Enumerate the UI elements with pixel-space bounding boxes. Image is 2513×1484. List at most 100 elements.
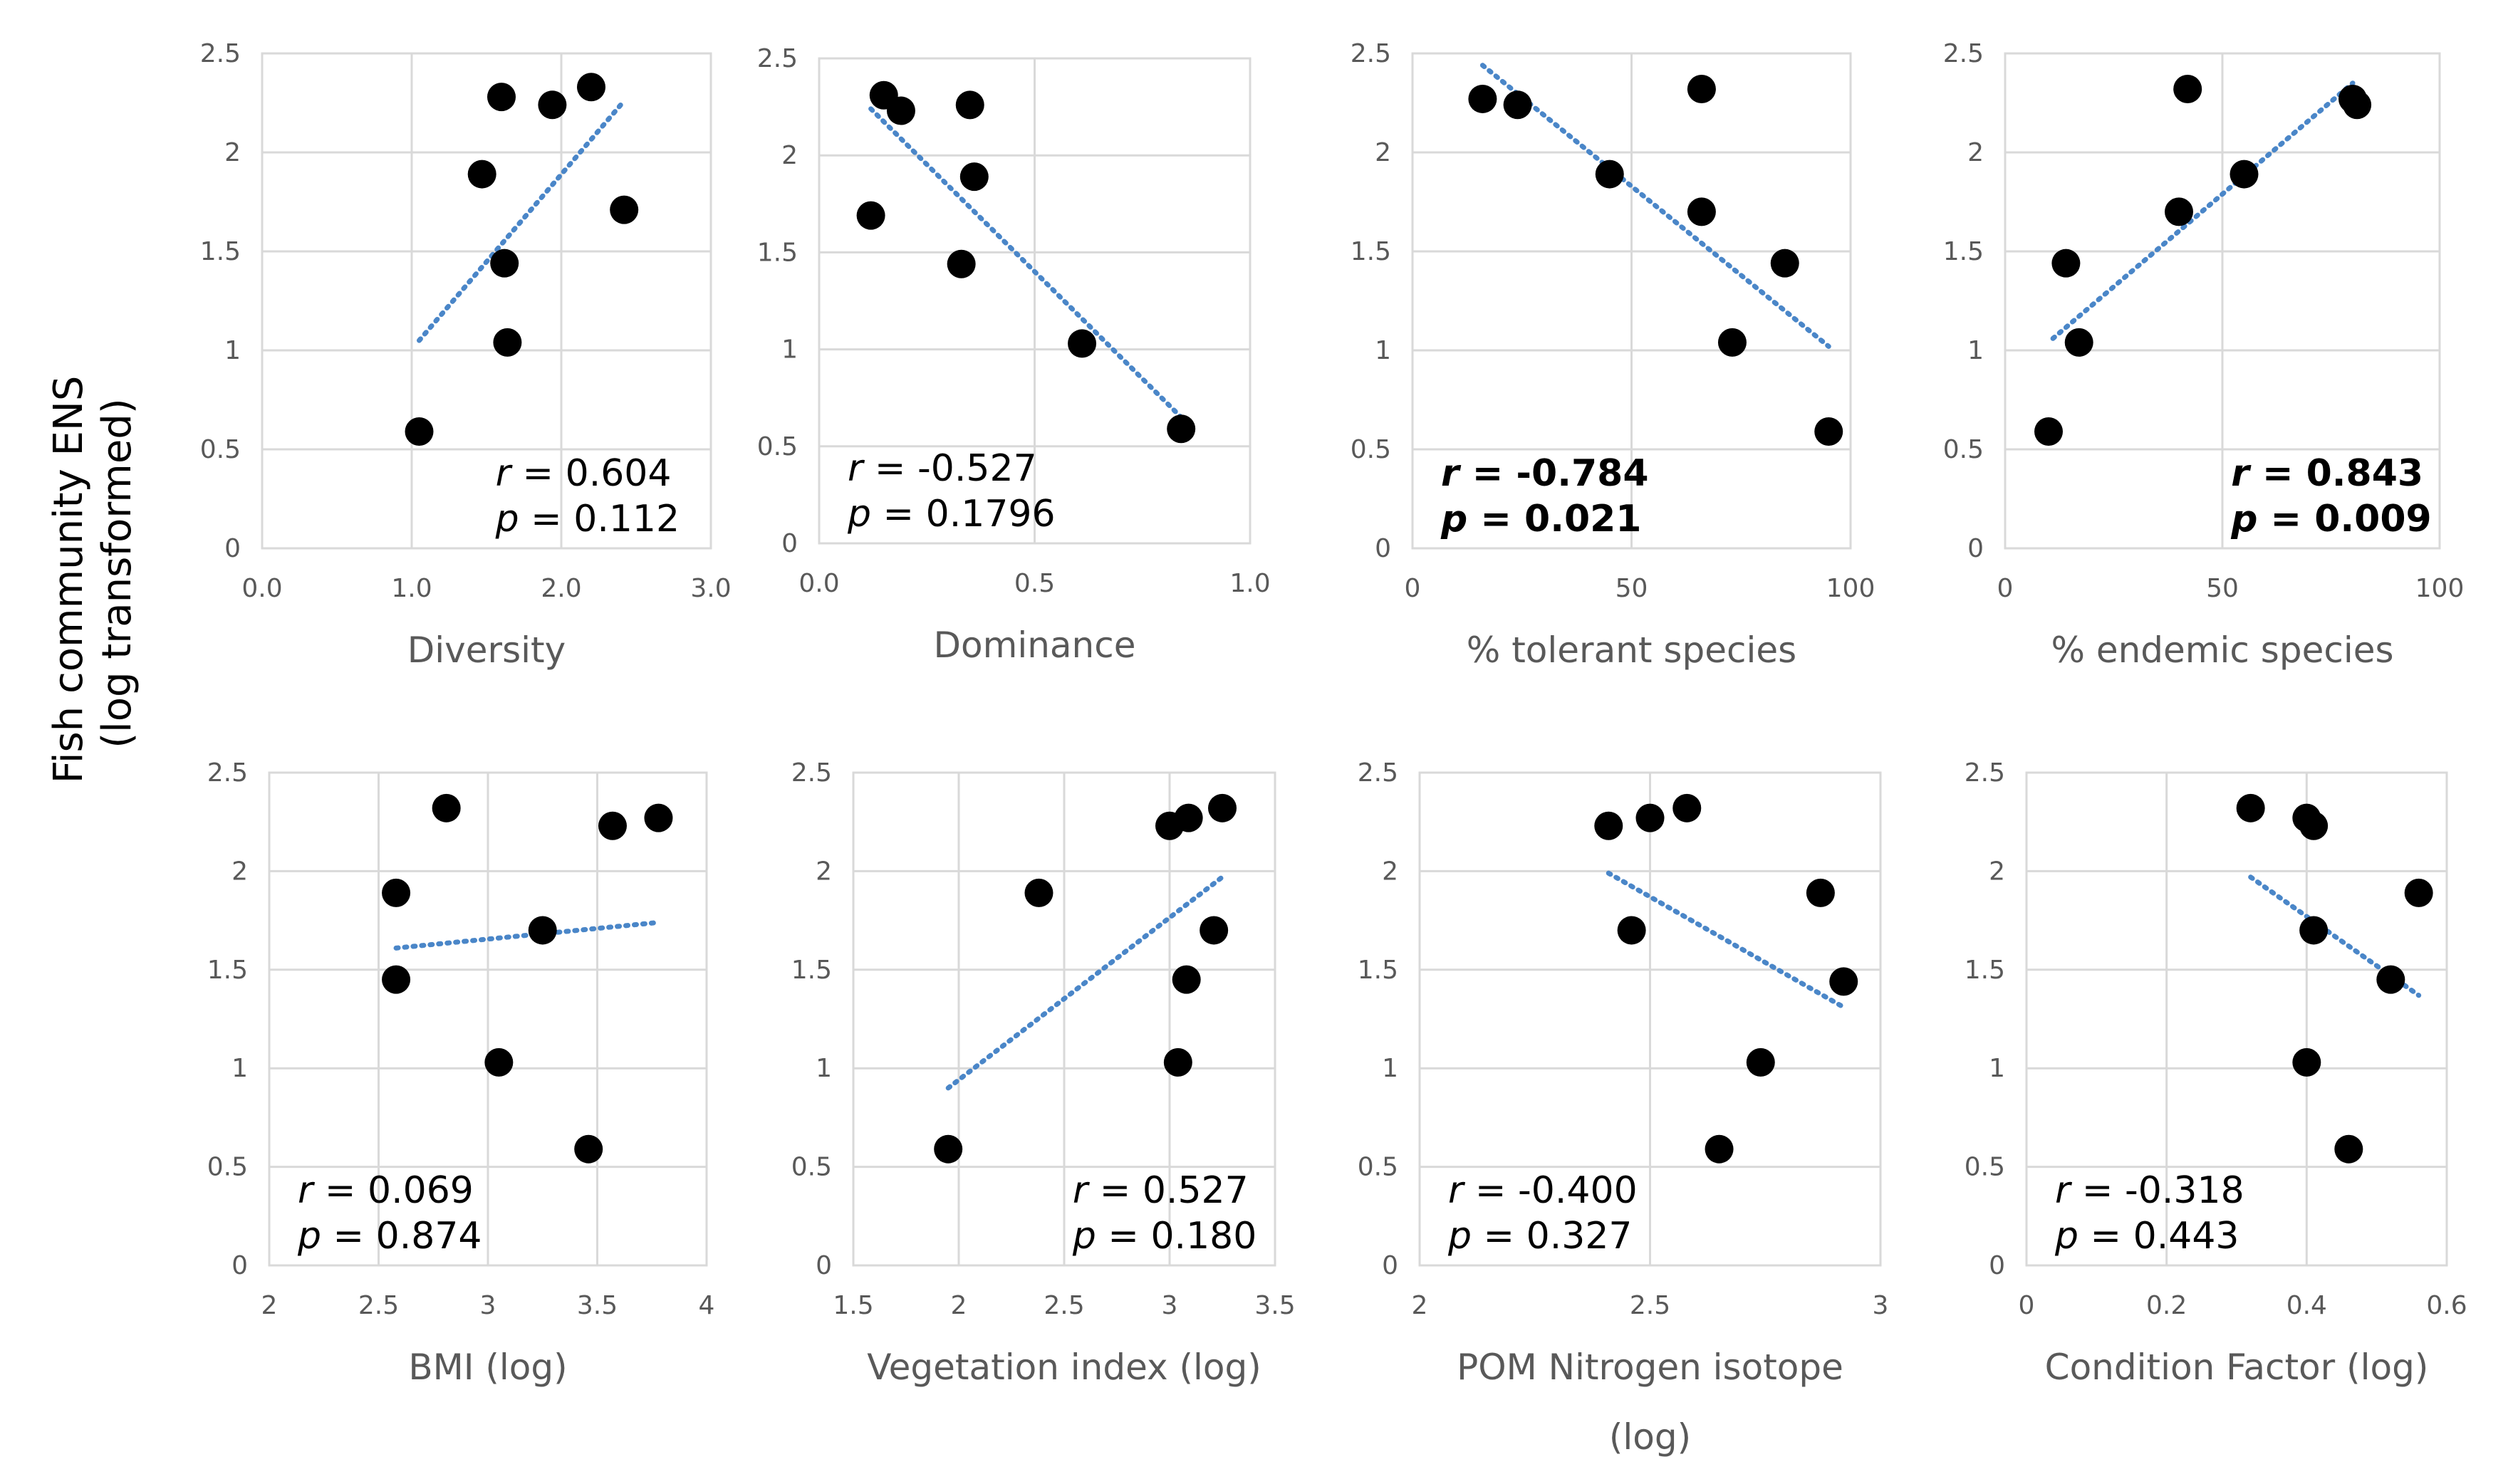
chart-panel-6: 0 0.5 1 1.5 2 2.5 1.5 2 2.5 3 3.5 Vegetation index …: [791, 758, 1296, 1388]
p-statistic-symbol: p: [2230, 498, 2257, 540]
r-statistic-symbol: r: [1448, 1169, 1466, 1212]
r-statistic: r = -0.527: [848, 447, 1037, 490]
p-statistic-symbol: p: [847, 493, 871, 535]
x-tick-label: 0: [1405, 574, 1421, 603]
data-point: [2051, 249, 2081, 278]
x-axis-label: Vegetation index (log): [867, 1347, 1261, 1388]
y-tick-label: 0.5: [1351, 435, 1391, 464]
y-tick-label: 0.5: [791, 1153, 832, 1182]
data-point: [1687, 75, 1716, 104]
data-point: [1174, 803, 1203, 832]
r-statistic: r = -0.784: [1441, 452, 1649, 495]
y-tick-label: 2: [231, 857, 248, 886]
y-tick-label: 1.5: [1943, 237, 1984, 266]
x-tick-label: 0.0: [798, 569, 839, 598]
panels: 0 0.5 1 1.5 2 2.5 0.0 1.0 2.0 3.0 Diversity r = 0.6…: [200, 39, 2467, 1458]
y-tick-label: 0: [816, 1251, 832, 1280]
p-statistic: p = 0.1796: [847, 493, 1056, 535]
trend-line: [945, 874, 1225, 1091]
y-axis-label: Fish community ENS (log transformed): [46, 363, 140, 783]
data-point: [955, 90, 984, 120]
data-point: [493, 328, 522, 357]
x-tick-label: 0.2: [2146, 1291, 2187, 1320]
y-tick-label: 0: [224, 534, 241, 563]
data-point: [484, 1047, 514, 1077]
p-statistic-value: = 0.327: [1472, 1215, 1633, 1258]
y-tick-label: 0.5: [1943, 435, 1984, 464]
y-tick-label: 0.5: [200, 435, 241, 464]
data-point: [1617, 916, 1646, 945]
x-tick-label: 3: [480, 1291, 496, 1320]
x-tick-label: 2.0: [541, 574, 581, 603]
chart-panel-3: 0 0.5 1 1.5 2 2.5 0 50 100 % tolerant species r = …: [1351, 39, 1875, 671]
data-point: [2299, 916, 2329, 945]
trend-line: [868, 106, 1184, 420]
p-statistic-value: = 0.443: [2078, 1215, 2239, 1258]
x-tick-label: 2: [261, 1291, 278, 1320]
data-point: [538, 90, 567, 120]
y-tick-label: 2.5: [1351, 39, 1391, 68]
y-tick-label: 1.5: [1358, 956, 1398, 985]
data-point: [2404, 878, 2433, 907]
y-tick-label: 0: [231, 1251, 248, 1280]
r-statistic: r = 0.604: [496, 452, 672, 495]
y-tick-label: 2: [1967, 138, 1984, 167]
data-point: [598, 811, 627, 840]
x-tick-label: 0: [1997, 574, 2014, 603]
y-tick-label: 1.5: [1351, 237, 1391, 266]
p-statistic-symbol: p: [2054, 1215, 2078, 1258]
data-point: [610, 195, 639, 224]
x-axis-label: Dominance: [934, 625, 1136, 666]
r-statistic-symbol: r: [298, 1169, 316, 1212]
p-statistic: p = 0.180: [1072, 1215, 1257, 1258]
r-statistic-symbol: r: [1441, 452, 1462, 495]
p-statistic-symbol: p: [297, 1215, 321, 1258]
data-point: [577, 73, 605, 102]
chart-panel-7: 0 0.5 1 1.5 2 2.5 2 2.5 3 POM Nitrogen isotope (lo…: [1358, 758, 1889, 1458]
p-statistic-value: = 0.009: [2257, 498, 2431, 540]
r-statistic: r = -0.400: [1448, 1169, 1638, 1212]
p-statistic: p = 0.009: [2230, 498, 2432, 540]
x-tick-label: 2.5: [358, 1291, 399, 1320]
y-tick-label: 0.5: [757, 432, 798, 461]
data-point: [644, 803, 673, 832]
x-tick-label: 3: [1162, 1291, 1178, 1320]
data-point: [1672, 793, 1702, 822]
x-tick-label: 3.5: [1254, 1291, 1295, 1320]
y-tick-label: 0.5: [1965, 1153, 2005, 1182]
x-tick-label: 100: [1826, 574, 1875, 603]
chart-panel-1: 0 0.5 1 1.5 2 2.5 0.0 1.0 2.0 3.0 Diversity r = 0.6…: [200, 39, 732, 671]
x-tick-label: 50: [1616, 574, 1648, 603]
x-tick-label: 3.5: [577, 1291, 618, 1320]
y-tick-label: 2.5: [200, 39, 241, 68]
y-tick-label: 1.5: [1965, 956, 2005, 985]
data-point: [2034, 417, 2063, 446]
data-point: [2376, 965, 2405, 994]
x-tick-label: 2.5: [1044, 1291, 1084, 1320]
y-tick-label: 2.5: [1965, 758, 2005, 788]
y-tick-label: 1.5: [791, 956, 832, 985]
r-statistic: r = 0.069: [298, 1169, 474, 1212]
x-tick-label: 3: [1873, 1291, 1889, 1320]
r-statistic-value: = 0.527: [1088, 1169, 1249, 1212]
data-point: [528, 916, 557, 945]
r-statistic-value: = -0.400: [1463, 1169, 1637, 1212]
data-point: [2165, 197, 2193, 226]
y-tick-label: 1: [224, 336, 241, 365]
y-tick-label: 2: [816, 857, 832, 886]
data-point: [1594, 811, 1623, 840]
data-point: [1200, 916, 1229, 945]
r-statistic: r = 0.527: [1073, 1169, 1249, 1212]
y-tick-label: 0: [781, 529, 798, 558]
x-tick-label: 50: [2206, 574, 2239, 603]
x-tick-label: 100: [2415, 574, 2465, 603]
y-tick-label: 1: [1382, 1054, 1398, 1083]
data-point: [1068, 329, 1097, 358]
x-tick-label: 2: [951, 1291, 967, 1320]
data-point: [1635, 803, 1665, 832]
data-point: [2299, 811, 2329, 840]
x-axis-label: BMI (log): [408, 1347, 567, 1388]
p-statistic: p = 0.327: [1447, 1215, 1633, 1258]
x-tick-label: 0.5: [1014, 569, 1055, 598]
r-statistic-symbol: r: [2231, 452, 2252, 495]
